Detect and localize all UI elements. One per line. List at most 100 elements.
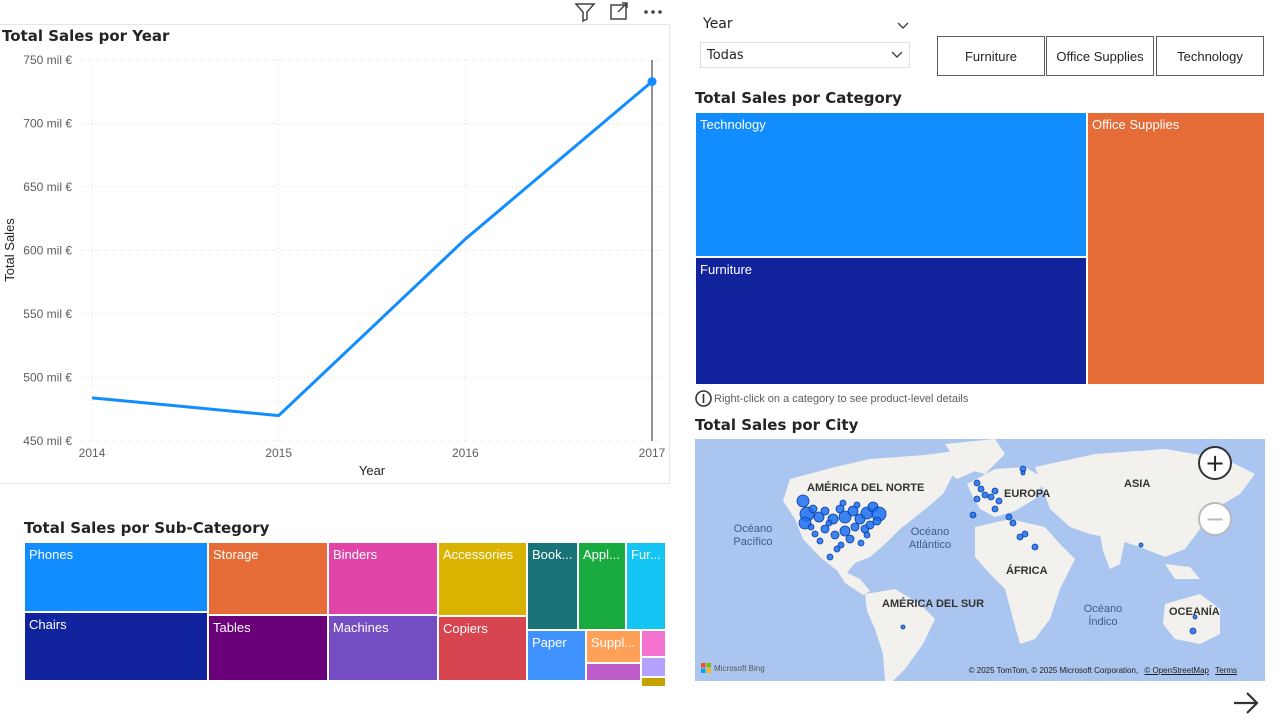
- chevron-down-icon[interactable]: [897, 19, 909, 31]
- city-point[interactable]: [991, 505, 999, 513]
- treemap-cell-binders[interactable]: Binders: [328, 542, 438, 615]
- x-tick-label: 2014: [79, 446, 106, 460]
- city-point[interactable]: [991, 487, 999, 495]
- city-point[interactable]: [872, 516, 882, 526]
- x-axis-title: Year: [359, 463, 386, 478]
- treemap-cell-tables[interactable]: Tables: [208, 615, 328, 681]
- treemap-cell-chairs[interactable]: Chairs: [24, 612, 208, 681]
- city-point[interactable]: [900, 624, 906, 630]
- treemap-cell-supplies[interactable]: Suppl...: [586, 630, 641, 663]
- city-point[interactable]: [977, 485, 985, 493]
- treemap-cell-envelopes[interactable]: [641, 657, 666, 677]
- city-point[interactable]: [807, 523, 815, 531]
- city-point[interactable]: [820, 524, 830, 534]
- city-point[interactable]: [796, 494, 810, 508]
- treemap-cell-labels[interactable]: [641, 630, 666, 657]
- treemap-cell-paper[interactable]: Paper: [527, 630, 586, 681]
- zoom-out-button[interactable]: −: [1198, 502, 1232, 536]
- city-point[interactable]: [808, 504, 818, 514]
- city-point[interactable]: [995, 497, 1003, 505]
- city-point[interactable]: [973, 479, 981, 487]
- city-point[interactable]: [981, 491, 989, 499]
- city-point[interactable]: [1189, 627, 1197, 635]
- treemap-cell-storage[interactable]: Storage: [208, 542, 328, 615]
- treemap-cell-accessories[interactable]: Accessories: [438, 542, 527, 616]
- treemap-cell-copiers[interactable]: Copiers: [438, 616, 527, 681]
- city-point[interactable]: [811, 530, 819, 538]
- city-point[interactable]: [1016, 533, 1024, 541]
- city-point[interactable]: [1009, 519, 1017, 527]
- city-point[interactable]: [845, 534, 855, 544]
- city-point[interactable]: [839, 525, 851, 537]
- city-point[interactable]: [813, 511, 825, 523]
- city-point[interactable]: [825, 519, 833, 527]
- minus-icon: −: [1204, 505, 1226, 533]
- city-point[interactable]: [830, 530, 840, 540]
- city-point[interactable]: [838, 510, 852, 524]
- city-map[interactable]: AMÉRICA DEL NORTE EUROPA ASIA ÁFRICA AMÉ…: [695, 439, 1265, 681]
- city-point[interactable]: [1138, 542, 1144, 548]
- microsoft-logo-icon: [701, 663, 711, 673]
- treemap-cell-furniture[interactable]: Furniture: [695, 257, 1087, 385]
- button-label: Office Supplies: [1056, 48, 1144, 64]
- treemap-cell-art[interactable]: [586, 663, 641, 681]
- city-point[interactable]: [1021, 530, 1029, 538]
- city-point[interactable]: [1031, 543, 1039, 551]
- city-point[interactable]: [839, 499, 847, 507]
- city-point[interactable]: [816, 537, 824, 545]
- category-button-furniture[interactable]: Furniture: [937, 36, 1045, 76]
- focus-mode-icon[interactable]: [606, 0, 632, 24]
- treemap-cell-fasteners[interactable]: [641, 677, 666, 687]
- city-point[interactable]: [833, 545, 841, 553]
- category-button-technology[interactable]: Technology: [1156, 36, 1264, 76]
- treemap-cell-appliances[interactable]: Appl...: [578, 542, 626, 630]
- city-point[interactable]: [1192, 614, 1198, 620]
- city-point[interactable]: [863, 531, 871, 539]
- more-options-icon[interactable]: [641, 0, 667, 24]
- map-label-south-america: AMÉRICA DEL SUR: [882, 598, 985, 610]
- city-point[interactable]: [850, 522, 860, 532]
- x-tick-label: 2015: [265, 446, 292, 460]
- data-point: [647, 77, 657, 87]
- y-tick-label: 550 mil €: [23, 307, 72, 321]
- city-point[interactable]: [1020, 470, 1026, 476]
- city-point[interactable]: [1005, 513, 1013, 521]
- treemap-cell-phones[interactable]: Phones: [24, 542, 208, 612]
- city-point[interactable]: [820, 506, 830, 516]
- bing-logo: Microsoft Bing: [701, 663, 765, 673]
- city-point[interactable]: [987, 493, 995, 501]
- y-tick-label: 750 mil €: [23, 53, 72, 67]
- line-chart[interactable]: 750 mil € 700 mil € 650 mil € 600 mil € 550 …: [0, 24, 670, 484]
- terms-link[interactable]: Terms: [1215, 666, 1237, 675]
- year-dropdown[interactable]: Todas: [700, 42, 910, 68]
- city-point[interactable]: [973, 495, 981, 503]
- zoom-in-button[interactable]: +: [1198, 446, 1232, 480]
- treemap-cell-office-supplies[interactable]: Office Supplies: [1087, 112, 1265, 385]
- line-chart-visual[interactable]: [0, 24, 670, 484]
- button-label: Technology: [1177, 48, 1243, 64]
- city-point[interactable]: [853, 501, 861, 509]
- city-point[interactable]: [835, 504, 845, 514]
- treemap-cell-furnishings[interactable]: Fur...: [626, 542, 666, 630]
- city-point[interactable]: [847, 505, 859, 517]
- subcategory-treemap-title: Total Sales por Sub-Category: [24, 519, 270, 537]
- info-text: Right-click on a category to see product…: [714, 392, 969, 405]
- info-icon: [695, 390, 712, 407]
- category-treemap-title: Total Sales por Category: [695, 89, 902, 107]
- treemap-cell-technology[interactable]: Technology: [695, 112, 1087, 257]
- y-tick-label: 650 mil €: [23, 180, 72, 194]
- treemap-cell-machines[interactable]: Machines: [328, 615, 438, 681]
- city-point[interactable]: [857, 539, 865, 547]
- treemap-cell-bookcases[interactable]: Book...: [527, 542, 578, 630]
- osm-link[interactable]: © OpenStreetMap: [1144, 666, 1209, 675]
- city-point[interactable]: [826, 553, 834, 561]
- city-point[interactable]: [865, 520, 875, 530]
- category-button-office-supplies[interactable]: Office Supplies: [1046, 36, 1154, 76]
- city-point[interactable]: [837, 541, 845, 549]
- x-tick-label: 2017: [639, 446, 666, 460]
- city-point[interactable]: [969, 511, 977, 519]
- arrow-right-icon[interactable]: [1232, 690, 1260, 716]
- ocean-label-indian: Océano Índico: [1083, 603, 1123, 628]
- map-data-points[interactable]: [796, 465, 1198, 635]
- filter-icon[interactable]: [572, 0, 598, 24]
